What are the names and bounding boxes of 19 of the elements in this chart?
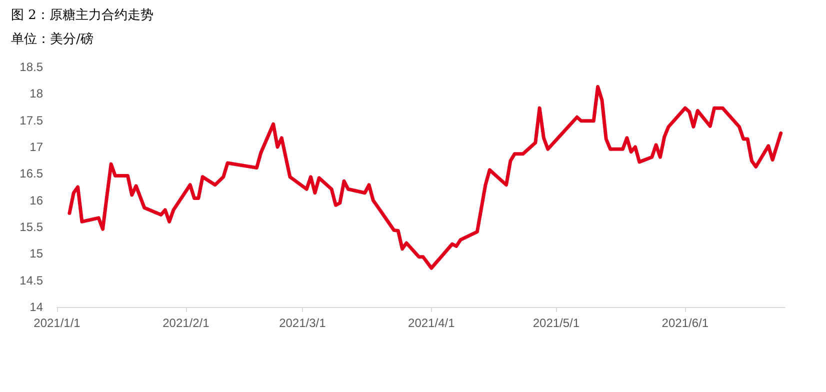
- y-tick-label: 16: [30, 193, 44, 208]
- y-tick-label: 17: [30, 140, 44, 154]
- y-tick-label: 15.5: [20, 220, 44, 234]
- y-tick-label: 14: [30, 300, 44, 314]
- line-series: [68, 84, 783, 270]
- x-tick-label: 2021/5/1: [532, 316, 580, 330]
- chart-title: 图 2：原糖主力合约走势: [11, 7, 154, 23]
- x-tick-label: 2021/1/1: [34, 316, 81, 330]
- y-tick-label: 17.5: [20, 113, 44, 128]
- y-tick-label: 16.5: [20, 166, 44, 181]
- chart-subtitle: 单位：美分/磅: [11, 31, 94, 47]
- y-tick-label: 14.5: [20, 273, 44, 288]
- y-tick-label: 18: [30, 86, 44, 101]
- y-tick-label: 15: [30, 246, 44, 261]
- x-tick-label: 2021/6/1: [662, 316, 709, 330]
- x-tick-label: 2021/4/1: [408, 316, 456, 330]
- y-tick-label: 18.5: [20, 60, 44, 74]
- x-tick-label: 2021/2/1: [162, 316, 210, 330]
- x-tick-label: 2021/3/1: [279, 316, 326, 330]
